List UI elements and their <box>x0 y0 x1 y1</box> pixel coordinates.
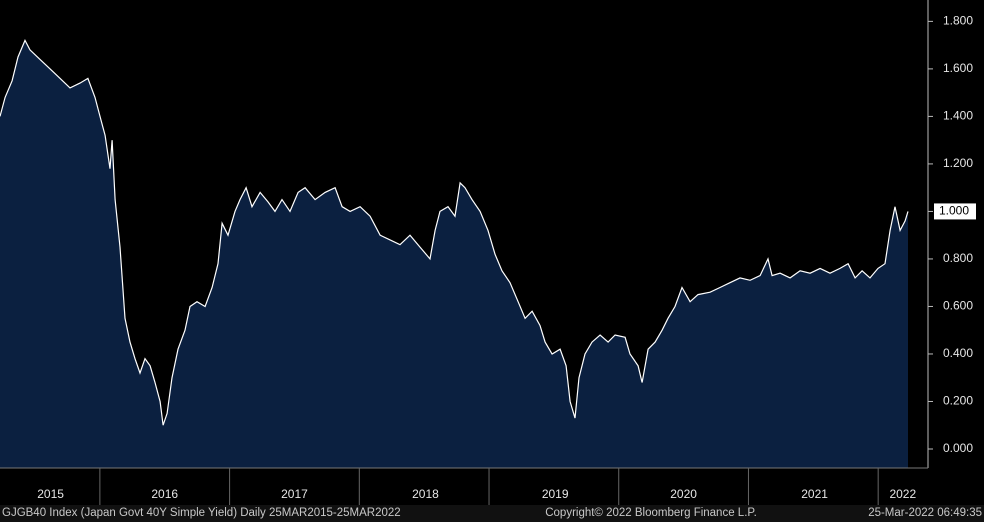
y-tick-label: 1.800 <box>943 14 973 28</box>
x-tick-label: 2020 <box>670 487 697 501</box>
footer-title: GJGB40 Index (Japan Govt 40Y Simple Yiel… <box>2 507 401 519</box>
footer-timestamp: 25-Mar-2022 06:49:35 <box>868 507 982 519</box>
footer-copyright: Copyright© 2022 Bloomberg Finance L.P. <box>545 507 757 519</box>
last-value-box <box>934 203 976 220</box>
x-tick-label: 2018 <box>412 487 439 501</box>
last-value-label: 1.000 <box>939 204 969 218</box>
yield-line <box>0 38 909 426</box>
y-tick-label: 0.200 <box>943 394 973 408</box>
x-tick-label: 2021 <box>801 487 828 501</box>
y-tick-label: 0.000 <box>943 441 973 455</box>
x-tick-label: 2017 <box>281 487 308 501</box>
x-tick-label: 2016 <box>151 487 178 501</box>
x-tick-label: 2019 <box>542 487 569 501</box>
y-tick-label: 1.600 <box>943 61 973 75</box>
y-tick-label: 0.800 <box>943 251 973 265</box>
y-tick-label: 0.600 <box>943 299 973 313</box>
y-tick-label: 1.200 <box>943 156 973 170</box>
area-fill <box>0 40 908 469</box>
x-tick-label: 2022 <box>889 487 916 501</box>
y-tick-label: 0.400 <box>943 346 973 360</box>
x-tick-label: 2015 <box>37 487 64 501</box>
footer-bar <box>0 505 984 522</box>
y-tick-label: 1.400 <box>943 109 973 123</box>
